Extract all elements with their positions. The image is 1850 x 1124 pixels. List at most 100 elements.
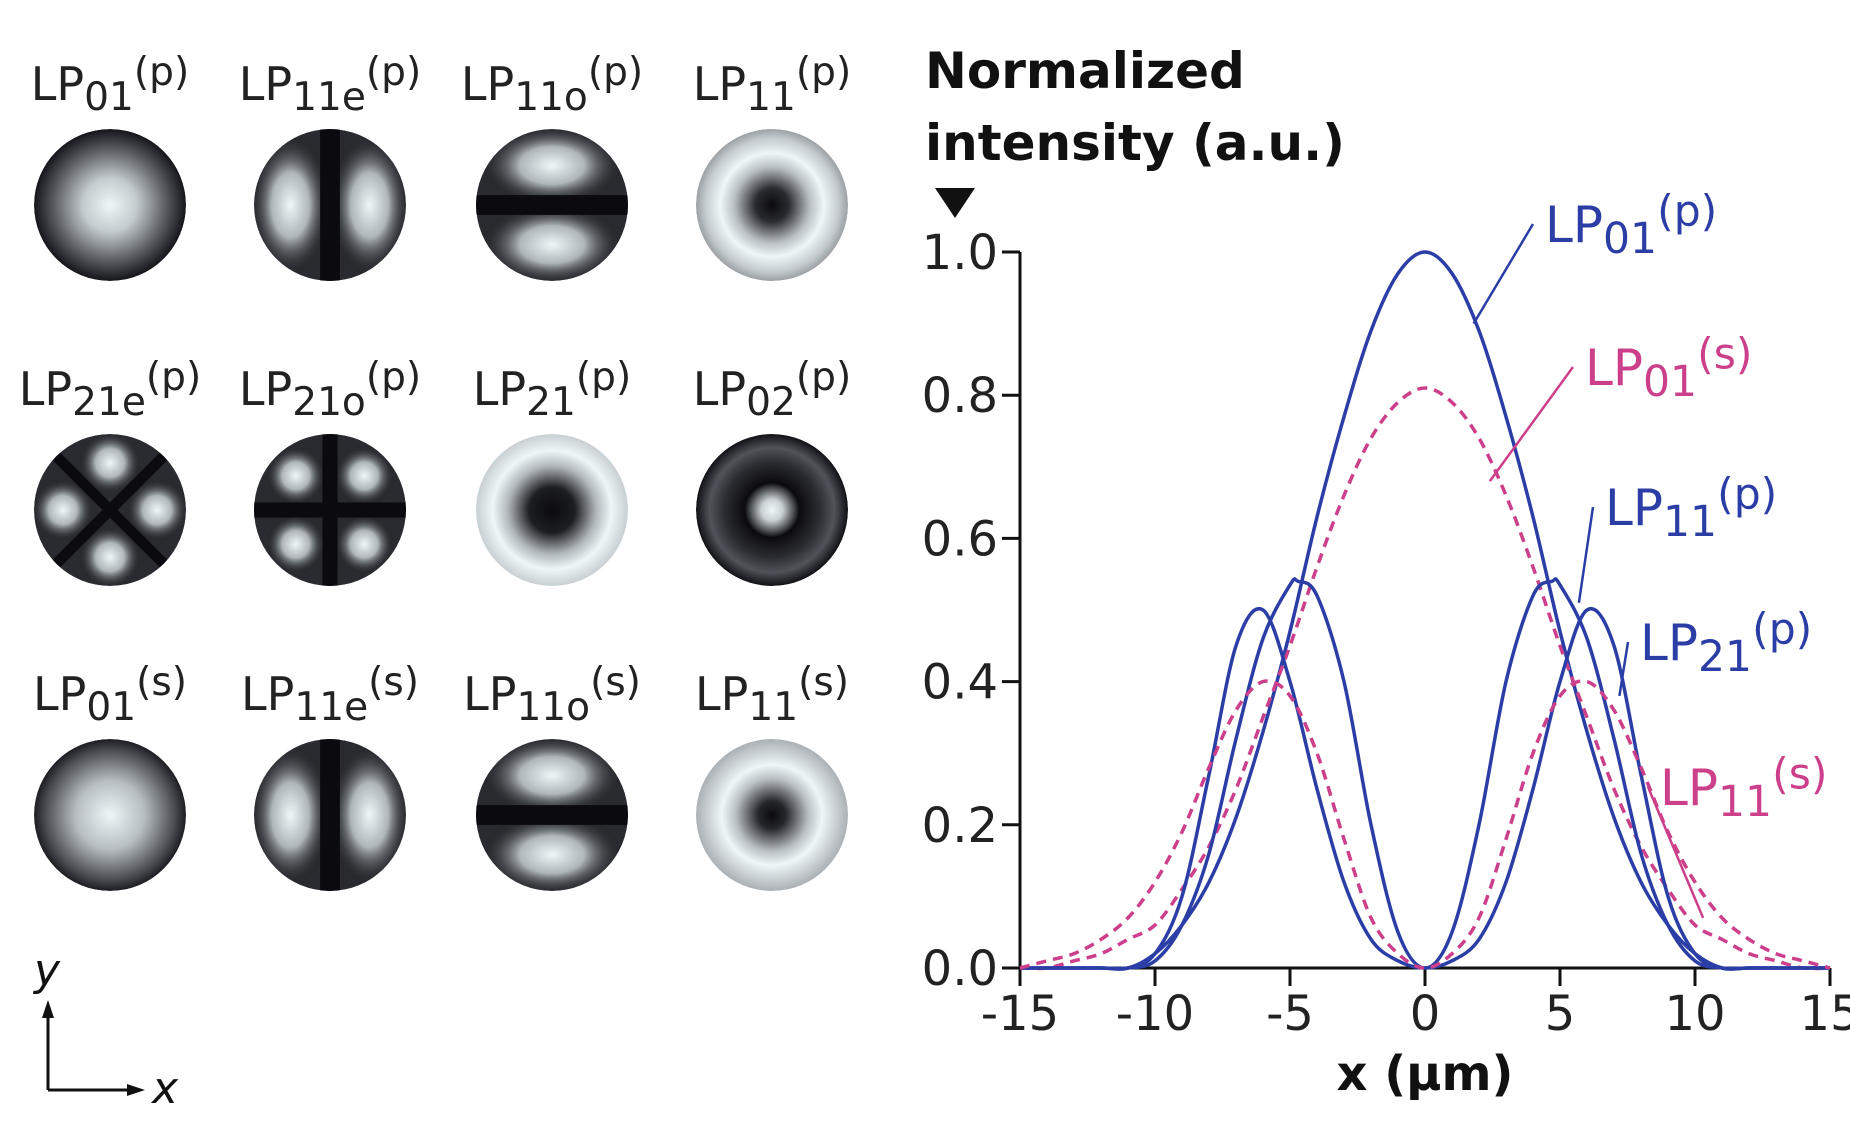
y-axis-title: Normalized intensity (a.u.) bbox=[925, 42, 1345, 172]
annotation-lp11s: LP11(s) bbox=[1646, 751, 1827, 919]
chart-annotations: LP01(p) LP01(s) LP11(p) LP21(p) LP11(s) bbox=[1472, 188, 1827, 919]
mode-cell-lp11o-p: LP11o(p) bbox=[461, 50, 643, 281]
mode-lobe bbox=[327, 132, 406, 278]
y-tick-label: 1.0 bbox=[922, 225, 998, 281]
mode-pattern-lp01 bbox=[34, 129, 186, 281]
series-line-lp01-p bbox=[1019, 250, 1830, 971]
mode-label: LP11(s) bbox=[695, 660, 849, 730]
mode-pattern-lp11e bbox=[254, 739, 406, 891]
mode-cell-lp02-p: LP02(p) bbox=[693, 355, 851, 586]
mode-lobe bbox=[327, 742, 406, 888]
xy-axes-indicator: y x bbox=[32, 945, 179, 1114]
mode-pattern-lp21o bbox=[254, 434, 406, 586]
mode-cell-lp11e-s: LP11e(s) bbox=[241, 660, 419, 891]
y-arrow-head bbox=[42, 1000, 54, 1018]
mode-cell-lp01-p: LP01(p) bbox=[31, 50, 189, 281]
x-tick-label: 0 bbox=[1410, 986, 1441, 1042]
mode-cell-lp11-p: LP11(p) bbox=[693, 50, 851, 281]
mode-lobe bbox=[254, 742, 333, 888]
mode-label: LP01(p) bbox=[31, 50, 189, 120]
series-line-lp21-p bbox=[1019, 606, 1830, 971]
annotation-lp01p: LP01(p) bbox=[1472, 188, 1717, 325]
mode-label: LP01(s) bbox=[33, 660, 187, 730]
x-tick-label: -15 bbox=[981, 986, 1059, 1042]
mode-label: LP11e(s) bbox=[241, 660, 419, 730]
mode-pattern-lp21e bbox=[34, 434, 186, 586]
y-axis-title-line: Normalized bbox=[925, 42, 1245, 100]
mode-label: LP21o(p) bbox=[239, 355, 421, 425]
x-tick-label: -5 bbox=[1266, 986, 1314, 1042]
y-axis-title-marker bbox=[935, 188, 975, 218]
annotation-lp21p: LP21(p) bbox=[1618, 606, 1812, 697]
mode-cell-lp11o-s: LP11o(s) bbox=[463, 660, 641, 891]
annotation-leader bbox=[1577, 506, 1595, 604]
annotation-leader bbox=[1618, 641, 1630, 697]
annotation-lp01s: LP01(s) bbox=[1488, 331, 1752, 482]
mode-pattern-lp11 bbox=[696, 129, 848, 281]
mode-lobe bbox=[479, 739, 625, 818]
y-tick-label: 0.2 bbox=[922, 798, 998, 854]
mode-lobe bbox=[333, 445, 395, 507]
mode-lobe bbox=[265, 513, 327, 575]
mode-cell-lp11-s: LP11(s) bbox=[695, 660, 849, 891]
x-tick-label: -10 bbox=[1116, 986, 1194, 1042]
mode-lobe bbox=[78, 434, 142, 495]
annotation-label: LP01(s) bbox=[1585, 331, 1752, 408]
mode-cell-lp21-p: LP21(p) bbox=[473, 355, 631, 586]
mode-label: LP21(p) bbox=[473, 355, 631, 425]
mode-label: LP11e(p) bbox=[239, 50, 421, 120]
mode-pattern-lp11s bbox=[696, 739, 848, 891]
series-line-lp11-s bbox=[1019, 679, 1831, 970]
x-axis-title: x (μm) bbox=[1337, 1046, 1514, 1102]
mode-label: LP02(p) bbox=[693, 355, 851, 425]
annotation-lp11p: LP11(p) bbox=[1577, 471, 1777, 604]
mode-cell-lp11e-p: LP11e(p) bbox=[239, 50, 421, 281]
mode-lobe bbox=[479, 202, 625, 281]
mode-cell-lp21e-p: LP21e(p) bbox=[19, 355, 201, 586]
mode-lobe bbox=[265, 445, 327, 507]
mode-lobe bbox=[479, 129, 625, 208]
x-tick-label: 15 bbox=[1799, 986, 1850, 1042]
mode-label: LP21e(p) bbox=[19, 355, 201, 425]
annotation-leader bbox=[1646, 786, 1705, 919]
y-indicator-label: y bbox=[32, 945, 61, 996]
x-arrow-head bbox=[127, 1084, 145, 1096]
y-tick-label: 0.4 bbox=[922, 655, 998, 711]
chart-series-group bbox=[1019, 250, 1831, 971]
mode-label: LP11o(s) bbox=[463, 660, 641, 730]
y-tick-label: 0.6 bbox=[922, 511, 998, 567]
x-tick-label: 10 bbox=[1664, 986, 1725, 1042]
x-indicator-label: x bbox=[150, 1063, 179, 1114]
annotation-leader bbox=[1488, 366, 1575, 482]
chart-axes: 0.0 0.2 0.4 0.6 0.8 1.0 -15 -10 -5 0 5 10 15 x (μm) bbox=[922, 225, 1850, 1102]
annotation-label: LP11(p) bbox=[1605, 471, 1777, 548]
mode-label: LP11(p) bbox=[693, 50, 851, 120]
mode-label: LP11o(p) bbox=[461, 50, 643, 120]
annotation-leader bbox=[1472, 223, 1535, 325]
mode-pattern-lp01s bbox=[34, 739, 186, 891]
mode-lobe bbox=[254, 132, 333, 278]
y-axis-title-line: intensity (a.u.) bbox=[925, 114, 1345, 172]
x-tick-label: 5 bbox=[1545, 986, 1576, 1042]
series-line-lp01-s bbox=[1019, 386, 1831, 971]
annotation-label: LP21(p) bbox=[1640, 606, 1812, 683]
mode-cell-lp01-s: LP01(s) bbox=[33, 660, 187, 891]
y-tick-label: 0.8 bbox=[922, 368, 998, 424]
y-tick-label: 0.0 bbox=[922, 941, 998, 997]
mode-lobe bbox=[125, 478, 186, 542]
mode-pattern-lp11e bbox=[254, 129, 406, 281]
mode-pattern-panel: LP01(p) LP11e(p) LP11o(p) LP11(p) LP21e(p) LP… bbox=[19, 50, 851, 891]
mode-pattern-lp21 bbox=[476, 434, 628, 586]
mode-cell-lp21o-p: LP21o(p) bbox=[239, 355, 421, 586]
mode-lobe bbox=[479, 812, 625, 891]
annotation-label: LP01(p) bbox=[1545, 188, 1717, 265]
annotation-label: LP11(s) bbox=[1660, 751, 1827, 828]
mode-lobe bbox=[333, 513, 395, 575]
mode-lobe bbox=[78, 525, 142, 586]
mode-pattern-lp11o bbox=[476, 129, 628, 281]
mode-pattern-lp02 bbox=[696, 434, 848, 586]
mode-lobe bbox=[34, 478, 95, 542]
mode-pattern-lp11o bbox=[476, 739, 628, 891]
